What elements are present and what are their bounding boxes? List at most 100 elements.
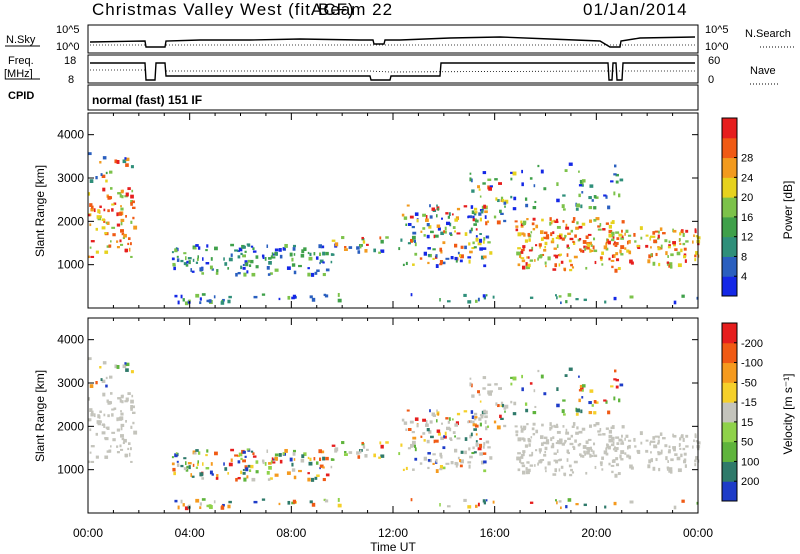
velocity-cell — [576, 408, 581, 413]
power-cell — [209, 265, 213, 270]
velocity-cell — [581, 427, 586, 431]
velocity-cell — [645, 439, 649, 442]
power-cell — [269, 272, 273, 275]
velocity-cell — [456, 437, 461, 440]
colorbar-segment — [722, 342, 737, 364]
power-cell — [556, 244, 559, 249]
power-cell — [193, 247, 197, 250]
velocity-cell — [593, 442, 596, 446]
power-cell — [565, 223, 568, 228]
velocity-cell — [130, 425, 133, 429]
velocity-cell — [522, 427, 527, 431]
power-cell — [615, 258, 620, 262]
velocity-cell — [186, 465, 189, 469]
velocity-cell — [667, 460, 669, 463]
power-cell — [535, 244, 538, 247]
power-cell — [435, 254, 438, 258]
velocity-cell — [130, 370, 134, 374]
power-cell — [580, 249, 583, 253]
velocity-cell — [426, 439, 430, 444]
beam-label: Beam 22 — [318, 0, 393, 19]
power-cell — [682, 242, 686, 246]
velocity-cell — [416, 423, 419, 428]
power-cell — [313, 252, 316, 256]
velocity-cell — [627, 439, 632, 442]
power-cell — [191, 270, 195, 273]
power-cell — [253, 295, 258, 299]
power-cell — [569, 237, 574, 241]
power-cell — [291, 263, 296, 267]
power-cell — [578, 184, 583, 187]
power-cell — [576, 203, 581, 208]
velocity-cell — [610, 443, 615, 447]
power-cell — [301, 249, 305, 254]
power-cell — [442, 241, 446, 245]
power-cell — [586, 245, 590, 250]
velocity-cell — [568, 367, 573, 371]
velocity-cell — [293, 475, 297, 480]
power-cell — [647, 259, 651, 264]
velocity-cell — [532, 411, 537, 415]
power-cell — [101, 174, 106, 179]
velocity-cell — [605, 400, 608, 404]
date-label: 01/Jan/2014 — [583, 0, 688, 19]
velocity-cell — [379, 441, 382, 445]
velocity-cell — [291, 468, 296, 472]
velocity-cell — [496, 425, 501, 430]
velocity-cell — [454, 448, 458, 453]
velocity-cell — [357, 455, 361, 459]
power-cell — [127, 242, 130, 246]
velocity-cell — [475, 433, 478, 436]
power-cell — [526, 218, 529, 221]
velocity-cell — [88, 397, 91, 401]
velocity-cell — [448, 417, 451, 421]
power-cell — [528, 238, 531, 242]
power-cell — [639, 226, 643, 231]
power-cell — [601, 263, 604, 266]
colorbar-tick-label: -50 — [741, 377, 757, 389]
velocity-cell — [530, 436, 533, 439]
velocity-cell — [669, 469, 673, 474]
power-cell — [614, 268, 618, 273]
velocity-cell — [520, 455, 524, 459]
power-cell — [600, 259, 603, 262]
velocity-cell — [401, 418, 405, 422]
power-cell — [588, 196, 592, 200]
velocity-cell — [619, 454, 622, 459]
velocity-cell — [378, 456, 381, 459]
power-cell — [561, 204, 565, 209]
power-cell — [625, 229, 629, 233]
power-cell — [416, 218, 419, 223]
power-cell — [246, 270, 249, 274]
power-cell — [610, 238, 615, 242]
velocity-cell — [479, 422, 482, 427]
power-cell — [662, 232, 666, 235]
power-cell — [570, 263, 573, 267]
power-cell — [648, 254, 652, 259]
power-cell — [298, 264, 302, 268]
velocity-cell — [99, 410, 102, 414]
velocity-cell — [539, 450, 541, 454]
power-cell — [90, 205, 94, 209]
power-cell — [176, 258, 180, 262]
power-cell — [685, 240, 689, 243]
velocity-cell — [105, 384, 108, 388]
velocity-cell — [579, 384, 583, 389]
power-cell — [595, 196, 599, 199]
power-cell — [565, 226, 570, 230]
power-cell — [103, 208, 106, 212]
velocity-cell — [608, 462, 611, 466]
velocity-cell — [556, 501, 558, 505]
power-cell — [679, 232, 682, 236]
power-cell — [483, 296, 487, 300]
cpid-value: normal (fast) 151 IF — [92, 93, 202, 107]
power-cell — [608, 240, 611, 245]
velocity-cell — [195, 449, 199, 452]
power-cell — [127, 187, 131, 191]
velocity-cell — [237, 460, 241, 464]
power-cell — [618, 193, 621, 198]
power-cell — [278, 297, 281, 301]
power-cell — [356, 246, 360, 250]
power-cell — [562, 194, 566, 197]
velocity-cell — [489, 456, 493, 460]
